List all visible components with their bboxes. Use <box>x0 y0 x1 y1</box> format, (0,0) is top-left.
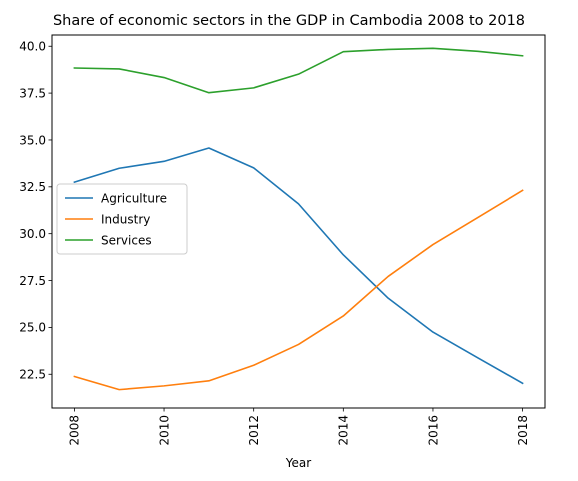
y-tick-label: 35.0 <box>19 133 46 147</box>
series-line-services <box>73 47 524 94</box>
x-tick-label: 2014 <box>337 415 351 446</box>
series-line-industry <box>73 189 524 391</box>
chart-title: Share of economic sectors in the GDP in … <box>53 13 525 29</box>
y-tick-label: 30.0 <box>19 227 46 241</box>
legend: Agriculture Industry Services <box>56 183 188 255</box>
legend-box <box>56 183 188 255</box>
x-tick-label: 2016 <box>426 415 440 446</box>
x-tick-label: 2012 <box>247 415 261 446</box>
y-tick-label: 32.5 <box>19 180 46 194</box>
y-tick-label: 27.5 <box>19 274 46 288</box>
x-tick-label: 2010 <box>157 415 171 446</box>
plot-frame <box>51 34 546 409</box>
y-tick-label: 40.0 <box>19 40 46 54</box>
y-tick-label: 37.5 <box>19 86 46 100</box>
y-tick-label: 25.0 <box>19 321 46 335</box>
x-tick-label: 2018 <box>516 415 530 446</box>
legend-label-industry: Industry <box>101 212 150 226</box>
y-axis: 22.5 25.0 27.5 30.0 32.5 35.0 37.5 40.0 <box>19 40 52 382</box>
x-axis-label: Year <box>285 456 311 470</box>
y-tick-label: 22.5 <box>19 368 46 382</box>
x-axis: 2008 2010 2012 2014 2016 2018 <box>68 408 530 446</box>
series-line-agriculture <box>73 147 524 385</box>
plot-lines <box>73 47 524 391</box>
legend-label-agriculture: Agriculture <box>101 191 167 205</box>
x-tick-label: 2008 <box>68 415 82 446</box>
legend-label-services: Services <box>101 233 152 247</box>
